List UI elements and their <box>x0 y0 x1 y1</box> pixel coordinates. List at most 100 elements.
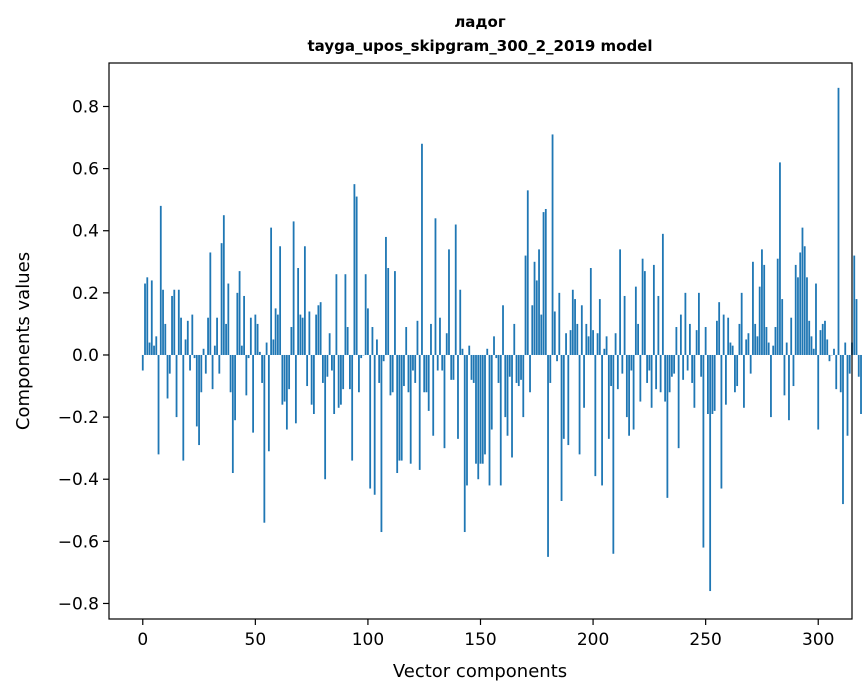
bar-8 <box>159 205 162 355</box>
bar-110 <box>389 354 392 396</box>
bar-28 <box>204 354 207 374</box>
bar-186 <box>560 354 563 501</box>
y-tick-label: −0.2 <box>58 408 99 428</box>
bar-156 <box>493 336 495 355</box>
bar-72 <box>303 246 306 355</box>
bar-189 <box>567 354 570 446</box>
bar-268 <box>745 339 748 355</box>
bar-197 <box>585 323 588 355</box>
bar-260 <box>727 317 730 355</box>
bar-145 <box>468 345 471 355</box>
bar-188 <box>565 333 567 355</box>
y-tick-label: 0.4 <box>72 222 99 242</box>
bar-111 <box>391 354 394 393</box>
bar-80 <box>321 354 324 383</box>
bar-114 <box>398 354 401 461</box>
bar-220 <box>637 323 640 355</box>
bar-266 <box>740 292 743 355</box>
bar-259 <box>725 354 727 405</box>
bar-103 <box>373 354 376 495</box>
bar-209 <box>612 354 615 554</box>
bar-285 <box>783 354 786 396</box>
bar-181 <box>549 354 552 383</box>
bar-29 <box>207 317 209 355</box>
bar-256 <box>718 302 721 355</box>
bar-219 <box>634 286 637 355</box>
bar-232 <box>664 354 667 402</box>
bar-117 <box>405 327 408 355</box>
bar-257 <box>720 354 723 489</box>
bar-248 <box>700 354 703 377</box>
bar-239 <box>679 314 682 355</box>
bar-196 <box>583 354 585 408</box>
bar-159 <box>499 354 502 486</box>
bar-18 <box>182 354 185 461</box>
bar-123 <box>418 354 421 470</box>
bar-190 <box>569 330 572 355</box>
bar-274 <box>758 286 761 355</box>
bar-149 <box>477 354 480 480</box>
bar-135 <box>445 333 448 355</box>
bar-210 <box>614 333 617 355</box>
bar-69 <box>297 268 300 355</box>
bar-46 <box>245 354 248 396</box>
bar-76 <box>312 354 315 414</box>
bar-62 <box>281 354 284 405</box>
bar-84 <box>331 354 333 371</box>
bar-234 <box>668 354 671 393</box>
bar-166 <box>515 354 518 383</box>
bars-group <box>141 87 862 592</box>
bar-63 <box>283 354 286 402</box>
bar-33 <box>216 317 218 355</box>
bar-134 <box>443 354 446 449</box>
bar-122 <box>416 320 419 355</box>
bar-290 <box>794 264 797 355</box>
bar-26 <box>200 354 203 393</box>
bar-82 <box>326 354 329 377</box>
bar-224 <box>646 354 649 383</box>
bar-53 <box>261 354 263 383</box>
bar-221 <box>639 354 642 402</box>
bar-252 <box>709 354 712 592</box>
bar-243 <box>688 323 691 355</box>
bar-2 <box>146 277 149 355</box>
bar-270 <box>749 354 752 374</box>
bar-265 <box>738 323 741 355</box>
bar-49 <box>252 354 254 433</box>
bar-178 <box>542 212 545 355</box>
bar-216 <box>628 354 630 436</box>
bar-319 <box>860 354 862 414</box>
bar-108 <box>385 236 387 355</box>
bar-297 <box>810 336 813 355</box>
bar-15 <box>175 354 178 418</box>
bar-251 <box>707 354 709 414</box>
bar-6 <box>155 336 158 355</box>
bar-44 <box>240 345 243 355</box>
bar-278 <box>767 342 770 355</box>
bar-24 <box>195 354 198 427</box>
bar-309 <box>837 87 840 355</box>
bar-47 <box>247 354 250 359</box>
y-axis-ticks: 0.8 0.6 0.4 0.2 0.0 −0.2 −0.4 −0.6 −0.8 <box>58 97 109 614</box>
bar-74 <box>308 311 311 355</box>
x-tick-label: 200 <box>577 630 609 650</box>
bar-12 <box>168 354 171 374</box>
bar-133 <box>441 354 444 371</box>
bar-130 <box>434 218 437 355</box>
x-axis-label: Vector components <box>393 661 567 682</box>
bar-293 <box>801 227 804 355</box>
bar-31 <box>211 354 214 390</box>
bar-20 <box>186 320 189 355</box>
bar-88 <box>340 354 342 405</box>
bar-106 <box>380 354 383 533</box>
bar-34 <box>218 354 221 374</box>
bar-61 <box>279 246 282 355</box>
bar-303 <box>824 320 826 355</box>
bar-291 <box>797 277 799 355</box>
bar-23 <box>193 354 196 359</box>
bar-67 <box>292 221 295 355</box>
bar-21 <box>189 354 191 371</box>
chart-title-line2: tayga_upos_skipgram_300_2_2019 model <box>308 37 653 55</box>
bar-212 <box>619 249 621 355</box>
bar-83 <box>328 333 331 355</box>
